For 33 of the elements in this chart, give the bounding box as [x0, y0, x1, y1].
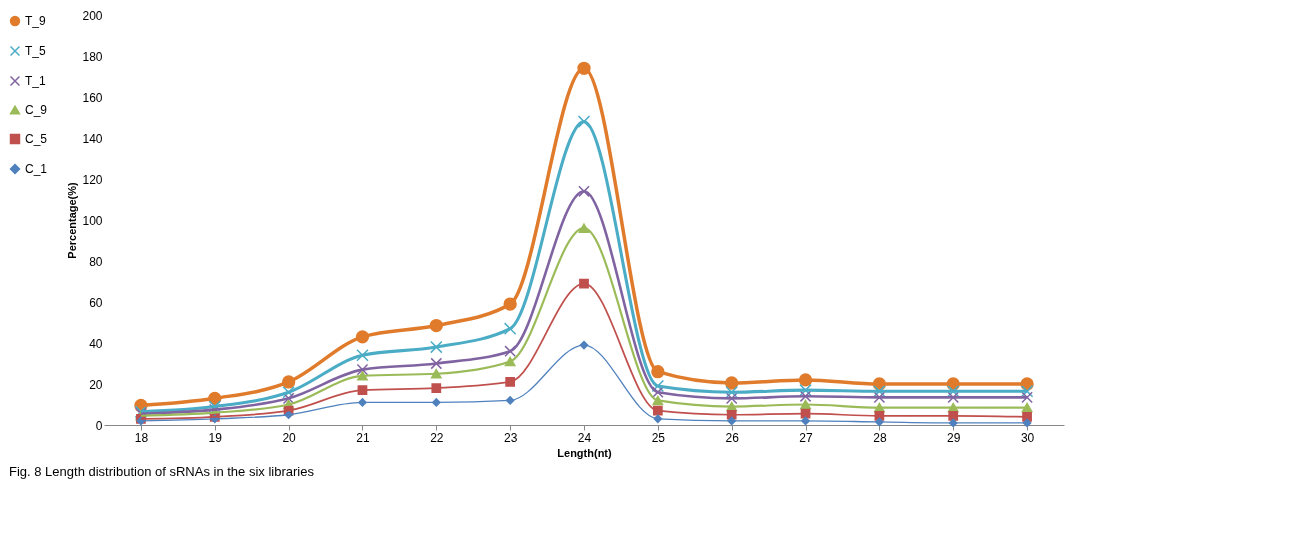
x-tick-label: 24: [577, 430, 592, 445]
x-tick-label: 30: [1020, 430, 1035, 445]
x-tick-label: 26: [725, 430, 740, 445]
legend-label: C_5: [25, 132, 48, 146]
legend-label: C_9: [25, 103, 48, 117]
x-axis-title: Length(nt): [557, 446, 613, 459]
y-tick-label: 180: [82, 49, 103, 64]
legend-label: T_5: [25, 44, 46, 58]
x-tick-label: 22: [430, 430, 444, 445]
x-tick-label: 21: [356, 430, 370, 445]
legend-label: T_9: [25, 14, 46, 28]
y-tick-label: 100: [82, 213, 103, 228]
y-tick-label: 160: [82, 90, 103, 105]
x-tick-label: 20: [282, 430, 297, 445]
y-axis-title: Percentage(%): [66, 181, 79, 259]
y-tick-label: 60: [89, 295, 103, 310]
x-tick-label: 19: [208, 430, 223, 445]
y-tick-label: 40: [89, 336, 103, 351]
x-tick-label: 23: [503, 430, 518, 445]
y-tick-label: 0: [95, 418, 103, 433]
y-tick-label: 200: [82, 8, 103, 23]
x-tick-label: 27: [799, 430, 814, 445]
x-tick-label: 28: [873, 430, 887, 445]
y-tick-label: 120: [82, 172, 103, 187]
text: Fig. 8 Length distribution of sRNAs in the six libraries: [9, 464, 315, 479]
legend-label: C_1: [25, 162, 48, 176]
x-tick-label: 18: [134, 430, 149, 445]
x-tick-label: 29: [947, 430, 961, 445]
legend-label: T_1: [25, 74, 46, 88]
y-tick-label: 80: [89, 254, 103, 269]
y-tick-label: 140: [82, 131, 103, 146]
x-tick-label: 25: [651, 430, 666, 445]
y-tick-label: 20: [89, 377, 103, 392]
